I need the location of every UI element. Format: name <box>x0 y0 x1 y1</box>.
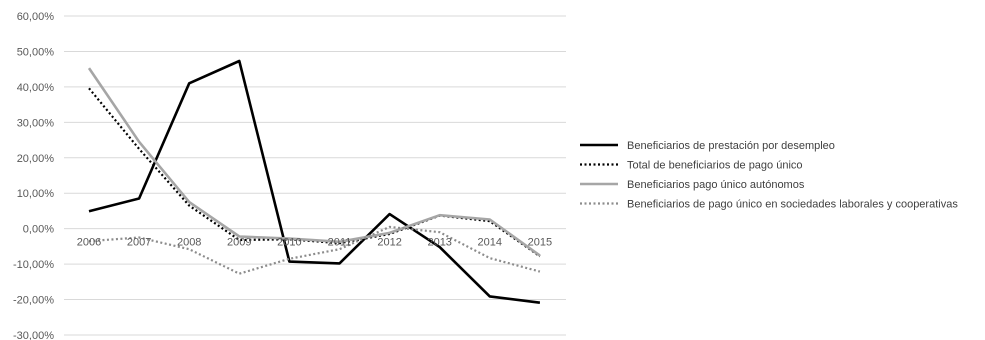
legend: Beneficiarios de prestación por desemple… <box>580 140 958 211</box>
legend-label-1: Beneficiarios de prestación por desemple… <box>627 140 835 152</box>
x-tick-label: 2006 <box>77 237 101 249</box>
x-tick-label: 2011 <box>328 237 352 249</box>
series-line-3 <box>87 67 541 257</box>
x-tick-label: 2013 <box>427 237 451 249</box>
x-axis-tick-labels: 2006 2007 2008 2009 2010 2011 2012 2013 2014 2015 <box>77 237 552 249</box>
x-tick-label: 2008 <box>177 237 201 249</box>
series-line-2 <box>88 87 541 258</box>
y-tick-label: 40,00% <box>17 82 55 94</box>
y-tick-label: 60,00% <box>17 11 55 23</box>
y-tick-label: -10,00% <box>13 259 54 271</box>
y-axis-tick-labels: 60,00% 50,00% 40,00% 30,00% 20,00% 10,00% 0,00… <box>13 11 54 340</box>
y-tick-label: 30,00% <box>17 117 55 129</box>
y-tick-label: 10,00% <box>17 188 55 200</box>
x-tick-label: 2012 <box>377 237 401 249</box>
gridlines <box>64 15 566 336</box>
x-tick-label: 2015 <box>528 237 552 249</box>
x-tick-label: 2014 <box>478 237 502 249</box>
series-lines <box>87 59 541 304</box>
y-tick-label: -20,00% <box>13 295 54 307</box>
y-tick-label: -30,00% <box>13 330 54 340</box>
x-tick-label: 2009 <box>227 237 251 249</box>
x-tick-label: 2010 <box>277 237 301 249</box>
series-line-1 <box>88 59 541 304</box>
y-tick-label: 0,00% <box>23 224 54 236</box>
x-tick-label: 2007 <box>127 237 151 249</box>
y-tick-label: 20,00% <box>17 153 55 165</box>
series-line-4 <box>88 225 541 275</box>
legend-label-2: Total de beneficiarios de pago único <box>627 160 803 172</box>
legend-label-3: Beneficiarios pago único autónomos <box>627 179 805 191</box>
y-tick-label: 50,00% <box>17 46 55 58</box>
legend-label-4: Beneficiarios de pago único en sociedade… <box>627 199 958 211</box>
